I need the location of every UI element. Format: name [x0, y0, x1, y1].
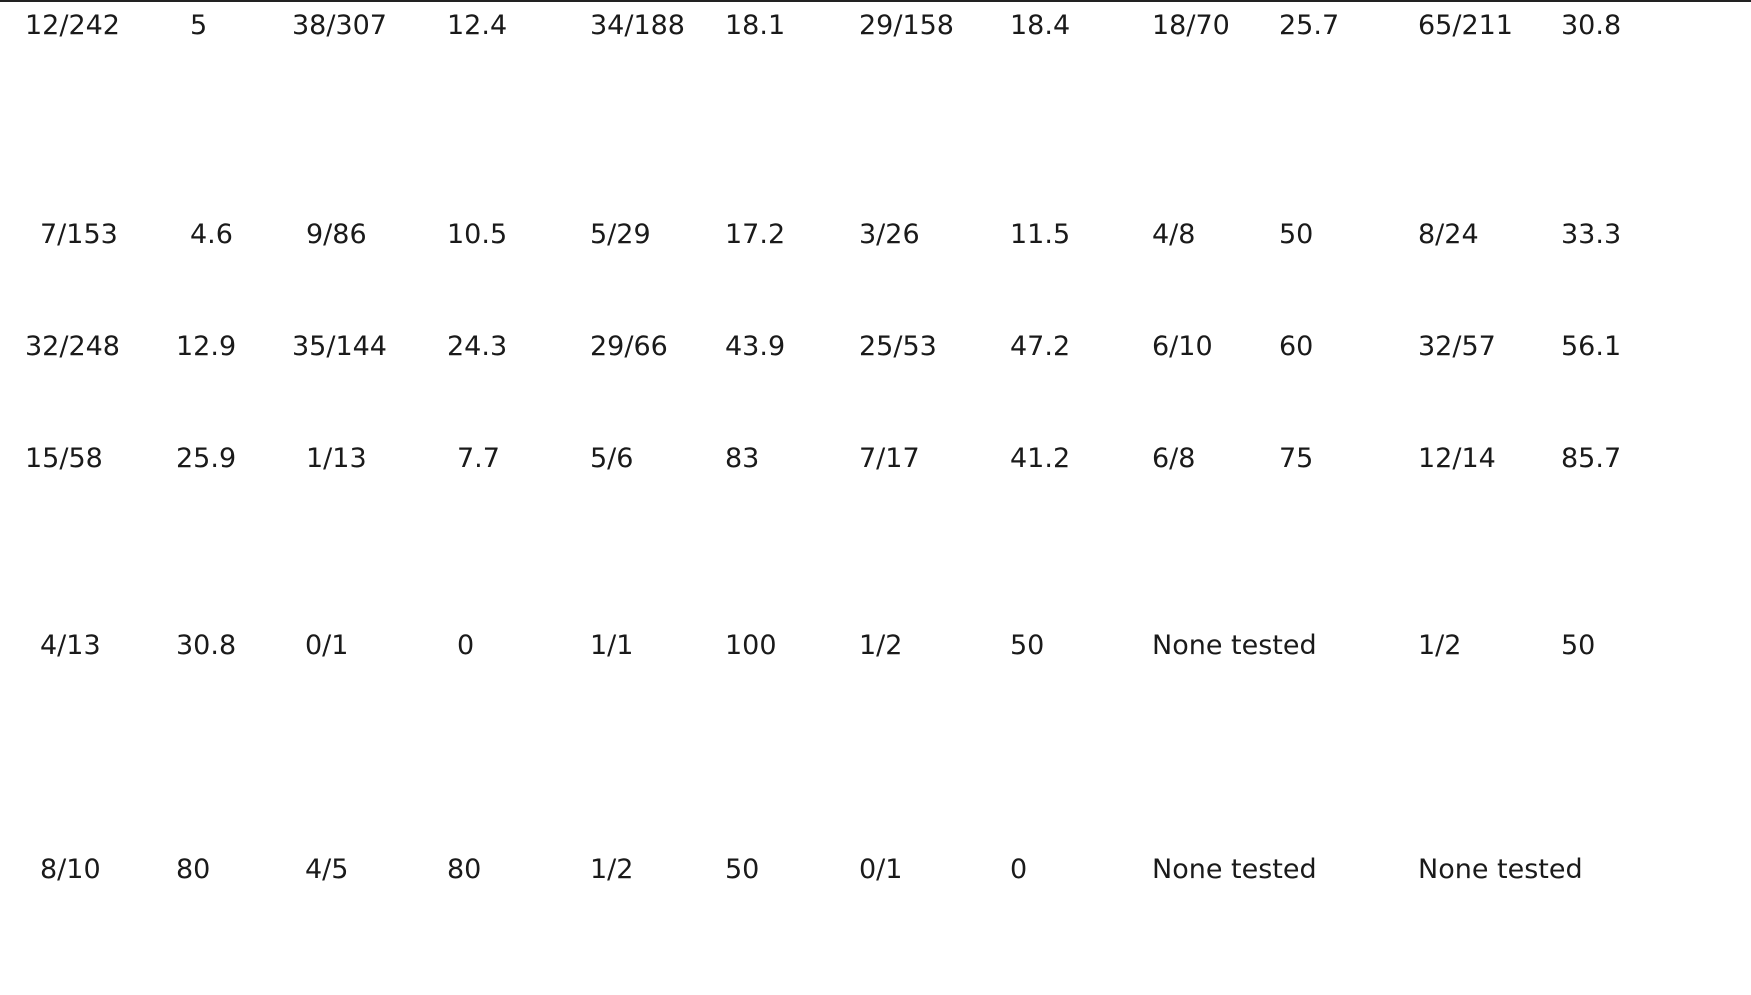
table-cell: 85.7	[1561, 443, 1622, 474]
table-cell: 12/14	[1418, 443, 1496, 474]
table-cell: 12/242	[25, 10, 120, 41]
table-cell: 1/2	[1418, 630, 1462, 661]
table-cell: 4.6	[190, 219, 233, 250]
table-cell: 18.4	[1010, 10, 1071, 41]
table-cell: 6/10	[1152, 331, 1213, 362]
table-cell: 1/1	[590, 630, 634, 661]
table-cell: 1/13	[306, 443, 367, 474]
table-cell: 32/248	[25, 331, 120, 362]
table-cell: 7/153	[40, 219, 118, 250]
table-cell: 12.9	[176, 331, 237, 362]
table-cell: 50	[1561, 630, 1596, 661]
table-cell: 18/70	[1152, 10, 1230, 41]
table-cell: 29/66	[590, 331, 668, 362]
table-cell: 12.4	[447, 10, 508, 41]
table-cell: 0	[457, 630, 475, 661]
table-cell: 29/158	[859, 10, 954, 41]
table-cell: 30.8	[176, 630, 237, 661]
table-cell: 41.2	[1010, 443, 1071, 474]
table-cell: 1/2	[590, 854, 634, 885]
table-cell: 1/2	[859, 630, 903, 661]
data-table: 12/242 5 38/307 12.4 34/188 18.1 29/158 18.4 18/…	[0, 2, 1751, 915]
table-row: 32/248 12.9 35/144 24.3 29/66 43.9 25/53 47.2 6/…	[0, 323, 1751, 435]
table-cell: 0	[1010, 854, 1028, 885]
table-cell: 4/8	[1152, 219, 1196, 250]
table-cell: 50	[725, 854, 760, 885]
table-cell: 43.9	[725, 331, 786, 362]
table-row: 12/242 5 38/307 12.4 34/188 18.1 29/158 18.4 18/…	[0, 2, 1751, 211]
table-cell: 34/188	[590, 10, 685, 41]
table-cell: 0/1	[305, 630, 349, 661]
table-cell: None tested	[1152, 630, 1317, 661]
table-cell: 5	[190, 10, 208, 41]
table-cell: 65/211	[1418, 10, 1513, 41]
table-cell: 24.3	[447, 331, 508, 362]
table-cell: 10.5	[447, 219, 508, 250]
table-cell: 4/13	[40, 630, 101, 661]
table-cell: 15/58	[25, 443, 103, 474]
table-cell: 25.9	[176, 443, 237, 474]
table-cell: 25/53	[859, 331, 937, 362]
table-cell: 50	[1010, 630, 1045, 661]
table-cell: None tested	[1152, 854, 1317, 885]
table-row: 15/58 25.9 1/13 7.7 5/6 83 7/17 41.2 6/8 75 12/14 8…	[0, 435, 1751, 622]
table-cell: 83	[725, 443, 760, 474]
table-cell: 11.5	[1010, 219, 1071, 250]
table-cell: 60	[1279, 331, 1314, 362]
table-cell: 33.3	[1561, 219, 1622, 250]
table-cell: 18.1	[725, 10, 786, 41]
table-cell: 5/6	[590, 443, 634, 474]
table-cell: 6/8	[1152, 443, 1196, 474]
table-cell: 38/307	[292, 10, 387, 41]
table-cell: 4/5	[305, 854, 349, 885]
table-cell: 25.7	[1279, 10, 1340, 41]
table-cell: 0/1	[859, 854, 903, 885]
table-cell: 8/10	[40, 854, 101, 885]
table-cell: 47.2	[1010, 331, 1071, 362]
table-cell: 50	[1279, 219, 1314, 250]
table-cell: 30.8	[1561, 10, 1622, 41]
table-cell: 5/29	[590, 219, 651, 250]
top-rule	[0, 0, 1751, 2]
table-cell: 8/24	[1418, 219, 1479, 250]
table-cell: 7.7	[457, 443, 500, 474]
table-cell: 7/17	[859, 443, 920, 474]
table-cell: 32/57	[1418, 331, 1496, 362]
table-cell: 17.2	[725, 219, 786, 250]
table-row: 7/153 4.6 9/86 10.5 5/29 17.2 3/26 11.5 4/8 50 8/2…	[0, 211, 1751, 323]
table-cell: 3/26	[859, 219, 920, 250]
table-cell: 80	[447, 854, 482, 885]
table-cell: 9/86	[306, 219, 367, 250]
table-cell: 56.1	[1561, 331, 1622, 362]
table-row: 8/10 80 4/5 80 1/2 50 0/1 0 None tested None test…	[0, 846, 1751, 915]
table-row: 4/13 30.8 0/1 0 1/1 100 1/2 50 None tested 1/2 50	[0, 622, 1751, 846]
table-cell: 35/144	[292, 331, 387, 362]
table-cell: 80	[176, 854, 211, 885]
table-cell: 100	[725, 630, 777, 661]
table-cell: 75	[1279, 443, 1314, 474]
table-cell: None tested	[1418, 854, 1583, 885]
